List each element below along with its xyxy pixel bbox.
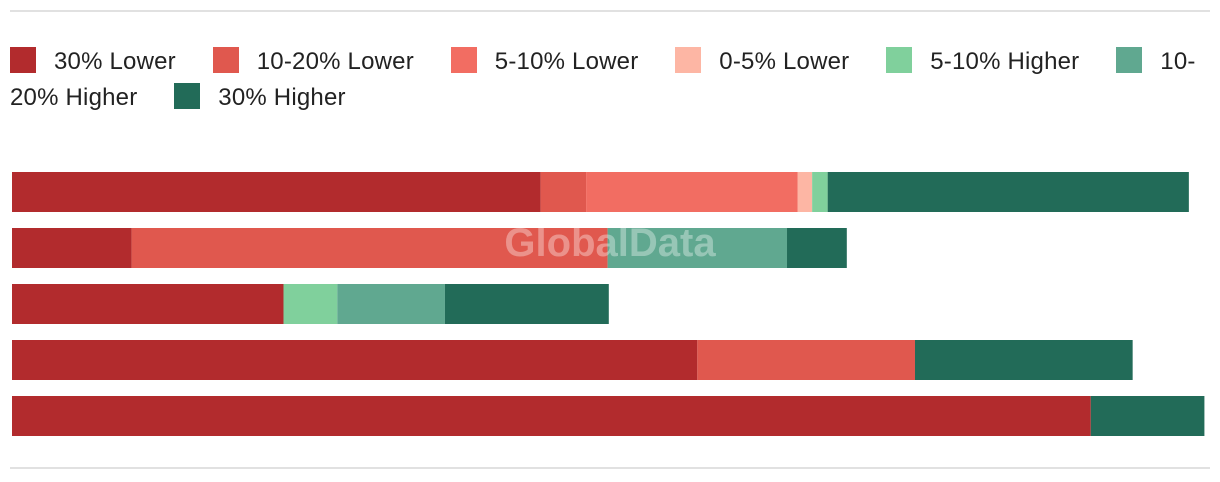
bar-segment (283, 284, 338, 324)
legend-swatch (675, 47, 702, 73)
bar-segment (12, 172, 541, 212)
legend-item: 5-10% Higher (886, 47, 1080, 75)
legend-label: 0-5% Lower (719, 48, 850, 75)
legend-label: 10-20% Lower (256, 48, 414, 75)
legend-swatch (212, 47, 239, 73)
legend-swatch (886, 47, 913, 73)
bar-segment (827, 172, 1189, 212)
bar-segment (12, 340, 698, 380)
bar-segment (914, 340, 1133, 380)
bar-segment (797, 172, 813, 212)
legend-label: 30% Lower (54, 48, 176, 75)
bar-segment (787, 228, 847, 268)
bar-segment (131, 228, 608, 268)
legend-item: 10-20% Higher (10, 47, 1196, 111)
legend-swatch (10, 47, 36, 73)
bar-segment (1090, 396, 1205, 436)
legend-swatch (1116, 47, 1143, 73)
legend-item: 30% Lower (10, 47, 176, 75)
bars-group (12, 172, 1205, 436)
chart-legend: 30% Lower 10-20% Lower 5-10% Lower 0-5% … (10, 44, 1210, 116)
legend-item: 0-5% Lower (675, 47, 850, 75)
legend-swatch (450, 47, 477, 73)
legend-label: 5-10% Higher (930, 48, 1080, 75)
bar-segment (12, 228, 132, 268)
bar-segment (337, 284, 445, 324)
bar-segment (540, 172, 587, 212)
bottom-divider (10, 467, 1210, 469)
legend-item: 10-20% Lower (212, 47, 414, 75)
legend-label: 5-10% Lower (494, 48, 639, 75)
top-divider (10, 10, 1210, 12)
watermark-text: GlobalData (504, 221, 716, 265)
bar-segment (444, 284, 609, 324)
legend-label: 10-20% Higher (10, 48, 1196, 111)
bar-segment (12, 396, 1091, 436)
bar-segment (697, 340, 915, 380)
bar-segment (607, 228, 788, 268)
bar-segment (586, 172, 798, 212)
legend-label: 30% Higher (218, 84, 346, 111)
bar-segment (812, 172, 828, 212)
legend-item: 5-10% Lower (450, 47, 639, 75)
legend-swatch (174, 83, 201, 109)
legend-item: 30% Higher (174, 83, 346, 111)
bar-segment (12, 284, 284, 324)
